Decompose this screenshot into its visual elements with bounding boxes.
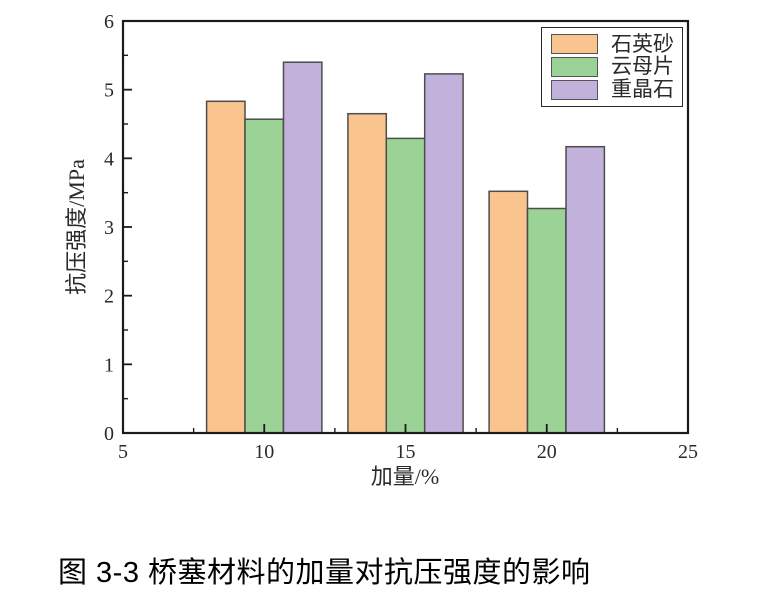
legend-swatch-icon	[551, 79, 598, 100]
bar-series1-x15	[347, 112, 388, 434]
bar-series3-x15	[423, 73, 464, 434]
y-tick-label: 6	[104, 11, 114, 33]
y-axis-label: 抗压强度/MPa	[64, 159, 89, 295]
plot-area: 0 1 2 3 4 5 6 5 10 15 20 25	[104, 11, 698, 463]
y-tick-label: 0	[104, 423, 114, 445]
legend-label: 石英砂	[611, 31, 674, 56]
legend-item-3: 重晶石	[551, 77, 674, 102]
bar-series1-x20	[488, 190, 529, 434]
x-axis-label: 加量/%	[371, 464, 439, 489]
bar-series1-x10	[205, 100, 246, 434]
plot-border	[121, 19, 690, 435]
bar-series2-x20	[526, 207, 567, 434]
y-tick-label: 4	[104, 148, 114, 170]
figure-3-3: 0 1 2 3 4 5 6 5 10 15 20 25 加量/% 抗压强度/MPa 石英砂 云母片 重晶石	[64, 11, 698, 489]
y-tick-label: 5	[104, 80, 114, 102]
bar-series3-x20	[565, 145, 606, 434]
legend-label: 云母片	[611, 54, 674, 79]
y-tick-label: 3	[104, 217, 114, 239]
bar-series2-x15	[385, 137, 426, 434]
legend-item-1: 石英砂	[551, 31, 674, 56]
bar-series2-x10	[244, 118, 285, 434]
chart-legend: 石英砂 云母片 重晶石	[541, 27, 683, 107]
bar-series3-x10	[282, 61, 323, 434]
legend-swatch-icon	[551, 34, 598, 55]
y-tick-label: 1	[104, 354, 114, 376]
x-tick-label: 5	[118, 441, 128, 463]
legend-label: 重晶石	[611, 77, 674, 102]
y-tick-label: 2	[104, 286, 114, 308]
x-tick-label: 10	[254, 441, 274, 463]
legend-swatch-icon	[551, 56, 598, 77]
figure-caption: 图 3-3 桥塞材料的加量对抗压强度的影响	[58, 557, 591, 589]
bar-chart-canvas: 0 1 2 3 4 5 6 5 10 15 20 25 加量/% 抗压强度/MPa	[64, 11, 698, 489]
x-tick-label: 25	[678, 441, 698, 463]
x-tick-label: 15	[396, 441, 416, 463]
legend-item-2: 云母片	[551, 54, 674, 79]
x-tick-label: 20	[537, 441, 557, 463]
